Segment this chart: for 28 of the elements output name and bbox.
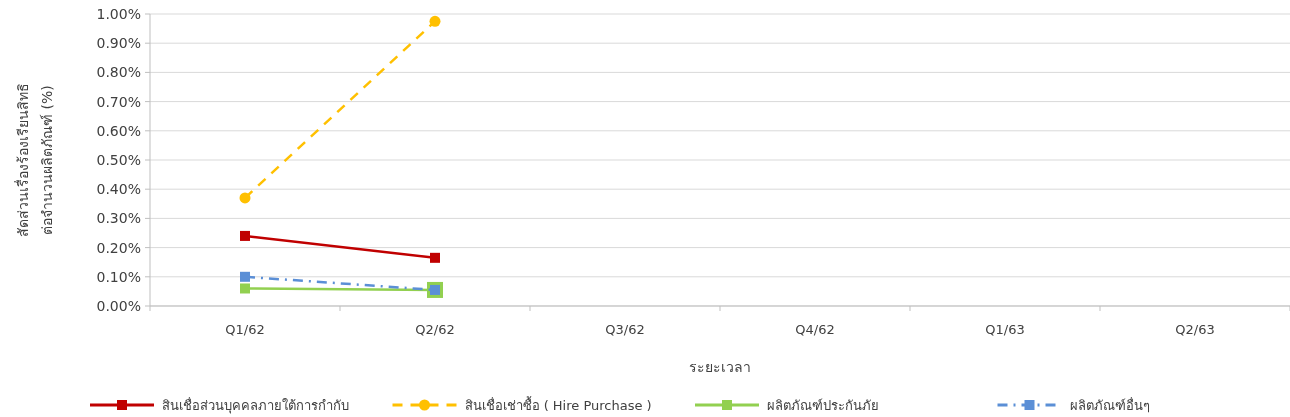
point bbox=[240, 271, 250, 282]
x-tick-label: Q1/62 bbox=[225, 322, 265, 337]
x-tick-label: Q2/63 bbox=[1175, 322, 1215, 337]
point bbox=[429, 15, 441, 27]
point bbox=[239, 192, 251, 204]
y-tick-label: 0.20% bbox=[96, 239, 141, 256]
y-tick-label: 1.00% bbox=[96, 5, 141, 22]
y-tick-label: 0.80% bbox=[96, 64, 141, 81]
legend-label: สินเชื่อส่วนบุคคลภายใต้การกำกับ bbox=[162, 396, 349, 414]
x-tick-label: Q2/62 bbox=[415, 322, 455, 337]
y-axis-title: สัดส่วนเรื่องร้องเรียนสิทธิ ต่อจำนวนผลิตภัณฑ์ (%) bbox=[14, 83, 55, 237]
y-tick-label: 0.30% bbox=[96, 210, 141, 227]
point bbox=[240, 230, 250, 241]
legend-label: สินเชื่อเช่าซื้อ ( Hire Purchase ) bbox=[464, 395, 652, 413]
y-tick-label: 0.70% bbox=[96, 93, 141, 110]
y-tick-label: 0.10% bbox=[96, 268, 141, 285]
legend-label: ผลิตภัณฑ์ประกันภัย bbox=[767, 397, 879, 413]
x-tick-label: Q3/62 bbox=[605, 322, 645, 337]
point bbox=[430, 252, 440, 263]
y-tick-label: 0.00% bbox=[96, 297, 141, 314]
x-tick-label: Q1/63 bbox=[985, 322, 1025, 337]
y-tick-label: 0.50% bbox=[96, 151, 141, 168]
x-axis-title: ระยะเวลา bbox=[689, 359, 751, 375]
y-tick-label: 0.40% bbox=[96, 181, 141, 198]
y-tick-label: 0.90% bbox=[96, 35, 141, 52]
legend-label: ผลิตภัณฑ์อื่นๆ bbox=[1069, 396, 1150, 413]
y-tick-label: 0.60% bbox=[96, 122, 141, 139]
x-tick-label: Q4/62 bbox=[795, 322, 835, 337]
